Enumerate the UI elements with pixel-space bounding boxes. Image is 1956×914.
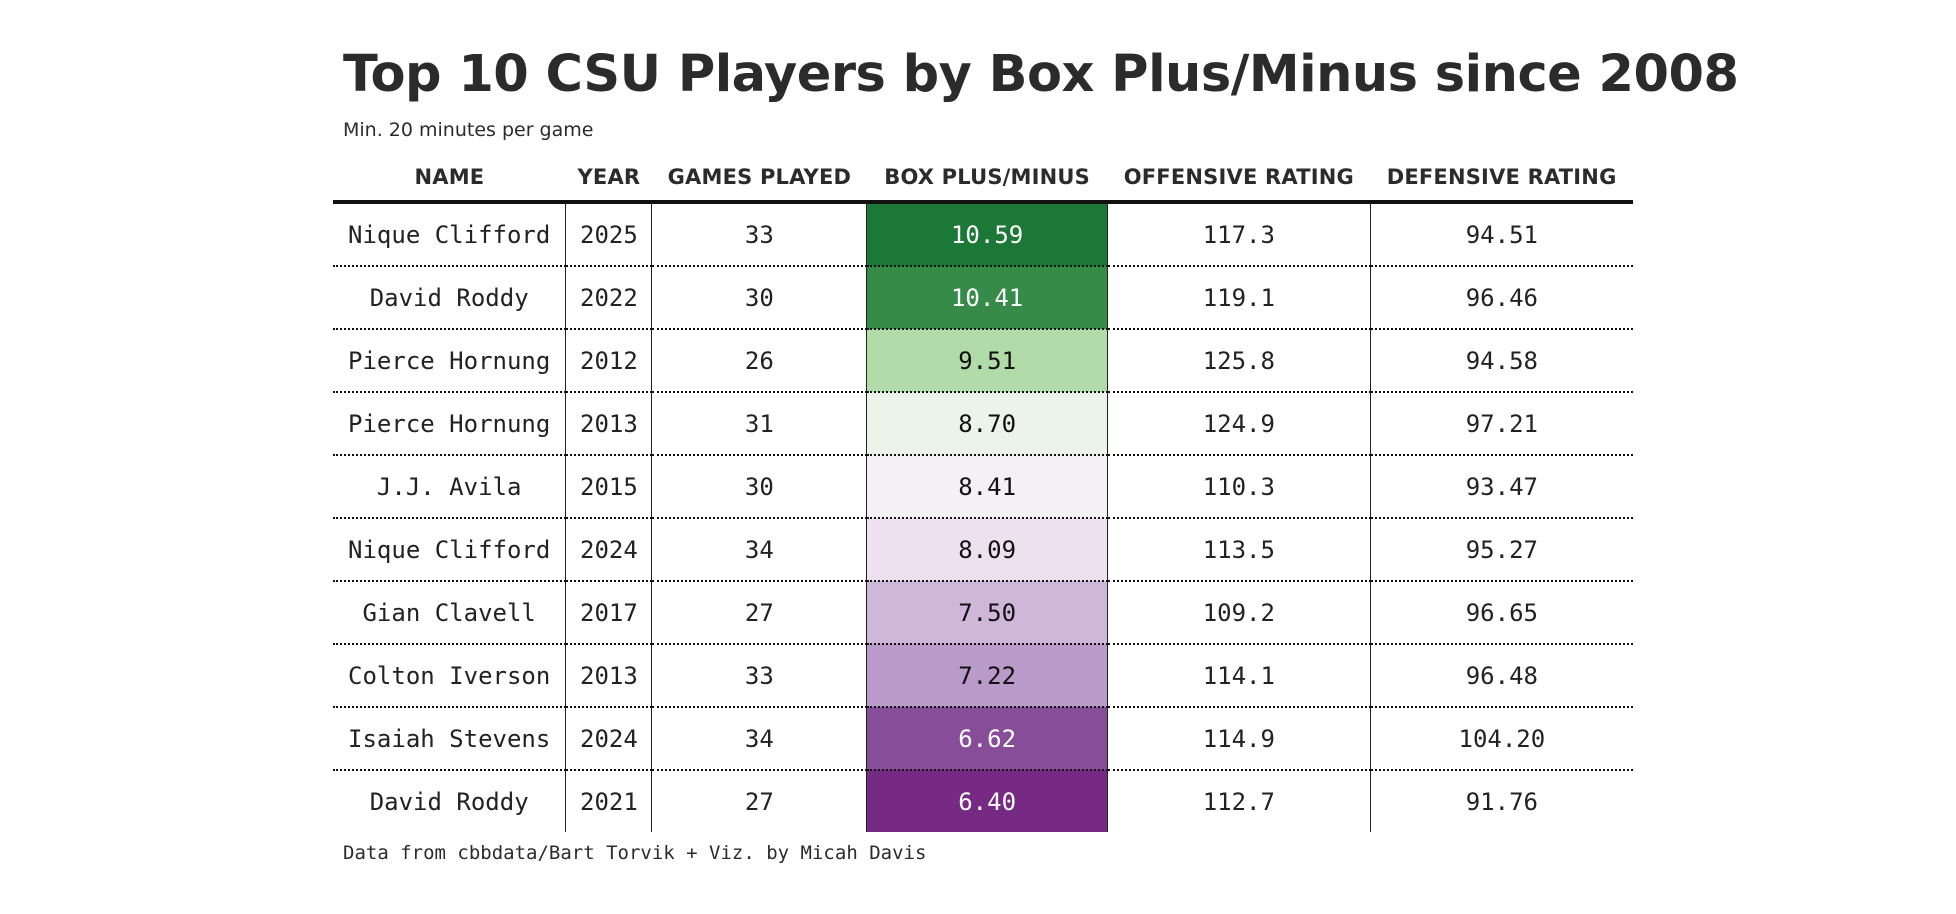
cell-defensive-rating: 96.65	[1370, 581, 1633, 645]
header-row: NAME YEAR GAMES PLAYED BOX PLUS/MINUS OF…	[333, 154, 1633, 204]
cell-defensive-rating: 93.47	[1370, 455, 1633, 519]
table-row: J.J. Avila 2015 30 8.41 110.3 93.47	[333, 455, 1633, 519]
cell-defensive-rating: 95.27	[1370, 518, 1633, 582]
header-box-plus-minus: BOX PLUS/MINUS	[866, 154, 1108, 204]
cell-name: Isaiah Stevens	[333, 707, 567, 771]
cell-box-plus-minus: 9.51	[866, 329, 1108, 393]
chart-title: Top 10 CSU Players by Box Plus/Minus sin…	[343, 45, 1739, 104]
cell-offensive-rating: 125.8	[1107, 329, 1371, 393]
table-row: Nique Clifford 2024 34 8.09 113.5 95.27	[333, 518, 1633, 582]
cell-offensive-rating: 109.2	[1107, 581, 1371, 645]
cell-year: 2024	[565, 518, 653, 582]
cell-box-plus-minus: 7.50	[866, 581, 1108, 645]
cell-defensive-rating: 96.48	[1370, 644, 1633, 708]
cell-games-played: 27	[651, 581, 868, 645]
cell-offensive-rating: 117.3	[1107, 202, 1371, 267]
table-row: David Roddy 2022 30 10.41 119.1 96.46	[333, 266, 1633, 330]
cell-defensive-rating: 94.51	[1370, 202, 1633, 267]
header-offensive-rating: OFFENSIVE RATING	[1107, 154, 1371, 204]
table-row: Colton Iverson 2013 33 7.22 114.1 96.48	[333, 644, 1633, 708]
chart-subtitle: Min. 20 minutes per game	[343, 119, 594, 141]
source-note: Data from cbbdata/Bart Torvik + Viz. by …	[343, 842, 927, 864]
cell-defensive-rating: 96.46	[1370, 266, 1633, 330]
cell-box-plus-minus: 8.41	[866, 455, 1108, 519]
players-table: NAME YEAR GAMES PLAYED BOX PLUS/MINUS OF…	[333, 154, 1633, 832]
cell-games-played: 30	[651, 266, 868, 330]
cell-defensive-rating: 94.58	[1370, 329, 1633, 393]
cell-box-plus-minus: 8.09	[866, 518, 1108, 582]
header-name: NAME	[333, 154, 566, 204]
cell-year: 2024	[565, 707, 653, 771]
cell-year: 2013	[565, 644, 653, 708]
table-row: Nique Clifford 2025 33 10.59 117.3 94.51	[333, 202, 1633, 267]
cell-year: 2012	[565, 329, 653, 393]
cell-offensive-rating: 113.5	[1107, 518, 1371, 582]
table-row: Isaiah Stevens 2024 34 6.62 114.9 104.20	[333, 707, 1633, 771]
cell-box-plus-minus: 6.40	[866, 770, 1108, 832]
cell-name: Colton Iverson	[333, 644, 567, 708]
cell-games-played: 33	[651, 202, 868, 267]
cell-name: Nique Clifford	[333, 518, 567, 582]
cell-year: 2017	[565, 581, 653, 645]
cell-offensive-rating: 112.7	[1107, 770, 1371, 832]
table-row: Pierce Hornung 2013 31 8.70 124.9 97.21	[333, 392, 1633, 456]
cell-year: 2022	[565, 266, 653, 330]
header-year: YEAR	[565, 154, 652, 204]
cell-name: Pierce Hornung	[333, 392, 567, 456]
cell-box-plus-minus: 6.62	[866, 707, 1108, 771]
cell-defensive-rating: 91.76	[1465, 787, 1538, 816]
cell-name: Gian Clavell	[333, 581, 567, 645]
cell-offensive-rating: 124.9	[1107, 392, 1371, 456]
table-row: Pierce Hornung 2012 26 9.51 125.8 94.58	[333, 329, 1633, 393]
header-games-played: GAMES PLAYED	[651, 154, 867, 204]
cell-name: David Roddy	[333, 770, 567, 832]
header-defensive-rating: DEFENSIVE RATING	[1370, 154, 1633, 204]
cell-box-plus-minus: 7.22	[866, 644, 1108, 708]
cell-games-played: 26	[651, 329, 868, 393]
cell-box-plus-minus: 10.41	[866, 266, 1108, 330]
cell-games-played: 34	[651, 707, 868, 771]
cell-games-played: 34	[651, 518, 868, 582]
cell-name: David Roddy	[333, 266, 567, 330]
cell-games-played: 27	[651, 770, 868, 832]
table-row: Gian Clavell 2017 27 7.50 109.2 96.65	[333, 581, 1633, 645]
cell-games-played: 31	[651, 392, 868, 456]
cell-name: Pierce Hornung	[333, 329, 567, 393]
cell-year: 2025	[565, 202, 653, 267]
cell-year: 2021	[565, 770, 653, 832]
cell-defensive-rating: 104.20	[1370, 707, 1633, 771]
cell-name: Nique Clifford	[333, 202, 567, 267]
table-body: Nique Clifford 2025 33 10.59 117.3 94.51 David…	[333, 202, 1633, 832]
cell-games-played: 30	[651, 455, 868, 519]
cell-offensive-rating: 114.9	[1107, 707, 1371, 771]
cell-name: J.J. Avila	[333, 455, 567, 519]
cell-offensive-rating: 114.1	[1107, 644, 1371, 708]
cell-defensive-rating: 97.21	[1370, 392, 1633, 456]
cell-box-plus-minus: 10.59	[866, 202, 1108, 267]
cell-year: 2013	[565, 392, 653, 456]
table-figure: Top 10 CSU Players by Box Plus/Minus sin…	[333, 40, 1739, 864]
table-row: David Roddy 2021 27 6.40 112.7 91.76	[333, 770, 1633, 832]
cell-year: 2015	[565, 455, 653, 519]
cell-offensive-rating: 119.1	[1107, 266, 1371, 330]
cell-box-plus-minus: 8.70	[866, 392, 1108, 456]
cell-offensive-rating: 110.3	[1107, 455, 1371, 519]
cell-games-played: 33	[651, 644, 868, 708]
